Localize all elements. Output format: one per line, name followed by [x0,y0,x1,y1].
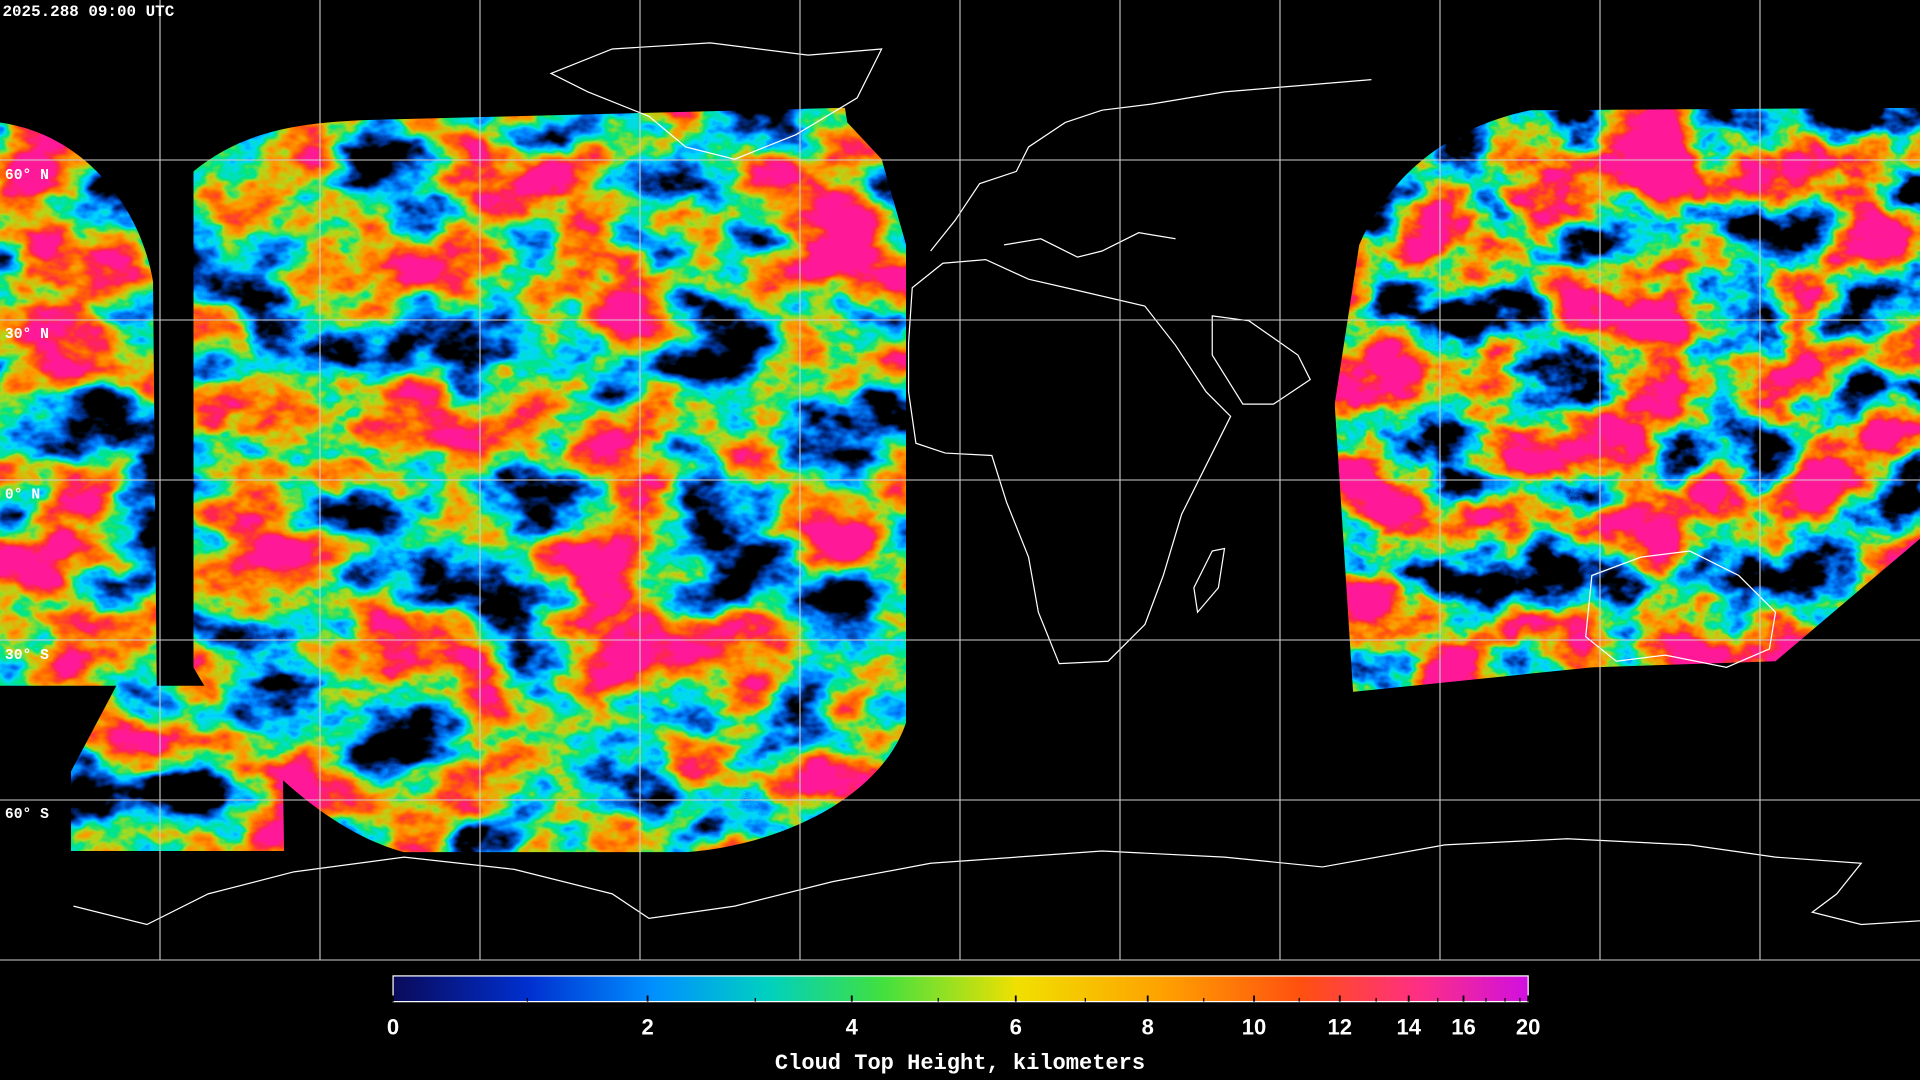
europe-coast [930,78,1372,258]
australia-coast [1585,550,1777,668]
graticule [0,0,1920,961]
africa-coast [907,258,1232,665]
latitude-label: 30° N [5,327,49,343]
colorbar-tick-label: 8 [1142,1015,1154,1040]
latitude-label: 60° N [5,168,49,184]
colorbar-label: Cloud Top Height, kilometers [775,1051,1145,1076]
latitude-label: 30° S [5,648,49,664]
colorbar-tick-label: 10 [1242,1015,1267,1040]
antarctica-coast [73,838,1920,926]
coastlines [73,42,1920,926]
arabia-coast [1211,315,1311,405]
colorbar-tick-label: 4 [846,1015,859,1040]
colorbar-tick-label: 2 [641,1015,653,1040]
cloud-imagery-east [1334,107,1920,692]
colorbar-tick-label: 0 [387,1015,399,1040]
latitude-label: 60° S [5,807,49,823]
colorbar-tick-label: 6 [1010,1015,1022,1040]
colorbar [392,975,1529,1003]
latitude-label: 0° N [5,487,40,503]
colorbar-tick-label: 12 [1328,1015,1353,1040]
colorbar-tick-label: 20 [1516,1015,1541,1040]
colorbar-tick-label: 16 [1451,1015,1476,1040]
greenland-coast [549,42,883,160]
madagascar-coast [1193,547,1226,614]
timestamp: 2025.288 09:00 UTC [2,3,174,21]
colorbar-tick-label: 14 [1396,1015,1421,1040]
